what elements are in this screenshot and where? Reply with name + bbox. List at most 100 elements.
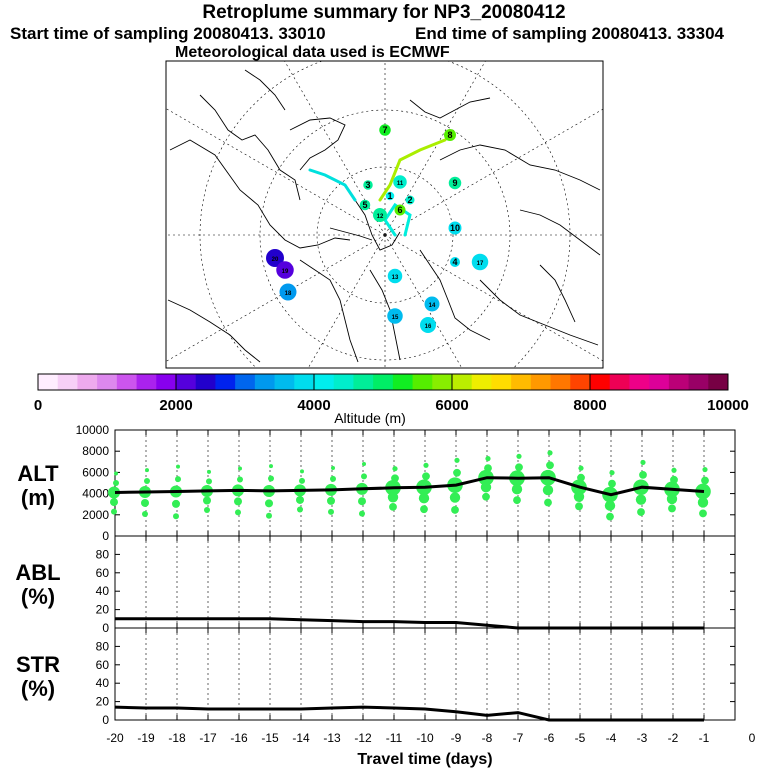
alt-spread-dot (176, 464, 180, 469)
chart-title: Retroplume summary for NP3_20080412 (202, 2, 566, 23)
alt-spread-dot (484, 464, 492, 473)
x-tick-label: -12 (354, 731, 372, 745)
x-tick-label: -18 (168, 731, 186, 745)
panel-abl: 0 20 40 60 80 ABL(%) (15, 535, 736, 635)
marker-label: 17 (477, 261, 484, 267)
x-tick-label: -3 (637, 731, 648, 745)
y-tick-label: 8000 (82, 444, 109, 458)
marker-label: 11 (397, 181, 404, 187)
y-tick-label: 4000 (82, 487, 109, 501)
alt-spread-dot (454, 457, 460, 463)
marker-label: 2 (407, 195, 412, 205)
y-tick-label: 6000 (82, 465, 109, 479)
trajectory-marker (373, 208, 387, 222)
x-tick-label: -16 (230, 731, 248, 745)
marker-label: 8 (447, 130, 452, 140)
panel-ylabel-unit: (%) (21, 676, 55, 701)
y-tick-label: 0 (102, 529, 109, 543)
alt-spread-dot (702, 466, 708, 473)
alt-spread-dot (392, 466, 398, 472)
panel-ylabel: ABL (15, 560, 60, 585)
alt-spread-dot (296, 495, 304, 504)
marker-label: 20 (272, 257, 279, 263)
alt-spread-dot (697, 497, 709, 508)
alt-spread-dot (173, 513, 179, 520)
trajectory-marker (393, 175, 407, 189)
x-tick-label: -19 (137, 731, 155, 745)
trajectory-marker (424, 296, 440, 312)
alt-spread-dot (422, 472, 430, 481)
alt-spread-dot (265, 499, 273, 508)
panel-alt: 0 2000 4000 6000 8000 10000 ALT(m) (17, 423, 736, 543)
end-time-label: End time of sampling 20080413. 33304 (415, 24, 724, 43)
marker-label: 3 (365, 180, 370, 190)
alt-spread-dot (203, 496, 211, 505)
x-tick-label: -10 (416, 731, 434, 745)
trajectory-marker (379, 124, 391, 136)
marker-label: 4 (452, 257, 457, 267)
y-tick-label: 20 (96, 603, 110, 617)
y-tick-label: 0 (102, 621, 109, 635)
alt-spread-dot (207, 469, 211, 474)
marker-label: 12 (377, 214, 384, 220)
alt-spread-dot (480, 482, 492, 493)
alt-spread-dot (331, 465, 335, 470)
series-line (114, 476, 705, 497)
alt-spread-dot (608, 479, 616, 488)
y-tick-label: 40 (96, 584, 110, 598)
x-tick-label: -7 (513, 731, 524, 745)
x-tick-label: -2 (668, 731, 679, 745)
alt-spread-dot (234, 497, 242, 506)
alt-spread-dot (358, 497, 366, 506)
alt-spread-dot (544, 498, 552, 507)
series-line (115, 617, 704, 630)
panel-ylabel-unit: (m) (21, 485, 55, 510)
alt-spread-dot (515, 463, 523, 472)
alt-spread-dot (511, 484, 523, 495)
alt-spread-dot (418, 493, 430, 504)
alt-spread-dot (575, 502, 583, 511)
x-tick-label: -5 (575, 731, 586, 745)
alt-spread-dot (111, 508, 117, 515)
alt-spread-dot (387, 492, 399, 503)
alt-spread-dot (666, 493, 678, 505)
alt-spread-dot (268, 475, 274, 482)
alt-spread-dot (420, 505, 428, 514)
marker-label: 1 (387, 191, 392, 201)
marker-label: 13 (392, 275, 399, 281)
marker-label: 7 (382, 125, 387, 135)
x-tick-label: -14 (292, 731, 310, 745)
marker-label: 18 (285, 291, 292, 297)
trajectory-marker (450, 257, 460, 267)
x-axis-label: Travel time (days) (357, 751, 492, 768)
x-tick-label: -6 (544, 731, 555, 745)
alt-spread-dot (299, 477, 305, 484)
y-tick-label: 20 (96, 695, 110, 709)
alt-spread-dot (110, 498, 118, 507)
panel-ylabel: ALT (17, 461, 59, 486)
alt-spread-dot (573, 491, 585, 502)
alt-spread-dot (235, 509, 241, 516)
panel-ylabel-unit: (%) (21, 584, 55, 609)
alt-spread-dot (361, 473, 367, 480)
alt-spread-dot (639, 470, 647, 479)
alt-spread-dot (449, 492, 461, 503)
alt-spread-dot (359, 510, 365, 517)
y-tick-label: 10000 (76, 423, 110, 437)
trajectory-marker (385, 191, 395, 201)
alt-spread-dot (577, 473, 585, 482)
marker-label: 15 (392, 315, 399, 321)
alt-spread-dot (144, 478, 150, 485)
trajectory-lines (308, 138, 447, 237)
trajectory-marker (387, 308, 403, 324)
marker-label: 5 (362, 200, 367, 210)
x-tick-label: -11 (386, 731, 403, 745)
alt-spread-dot (637, 508, 645, 516)
series-line (114, 705, 704, 722)
trajectory-marker (448, 176, 462, 190)
alt-spread-dot (513, 496, 521, 505)
alt-spread-dot (640, 459, 646, 466)
alt-spread-dot (451, 506, 459, 514)
